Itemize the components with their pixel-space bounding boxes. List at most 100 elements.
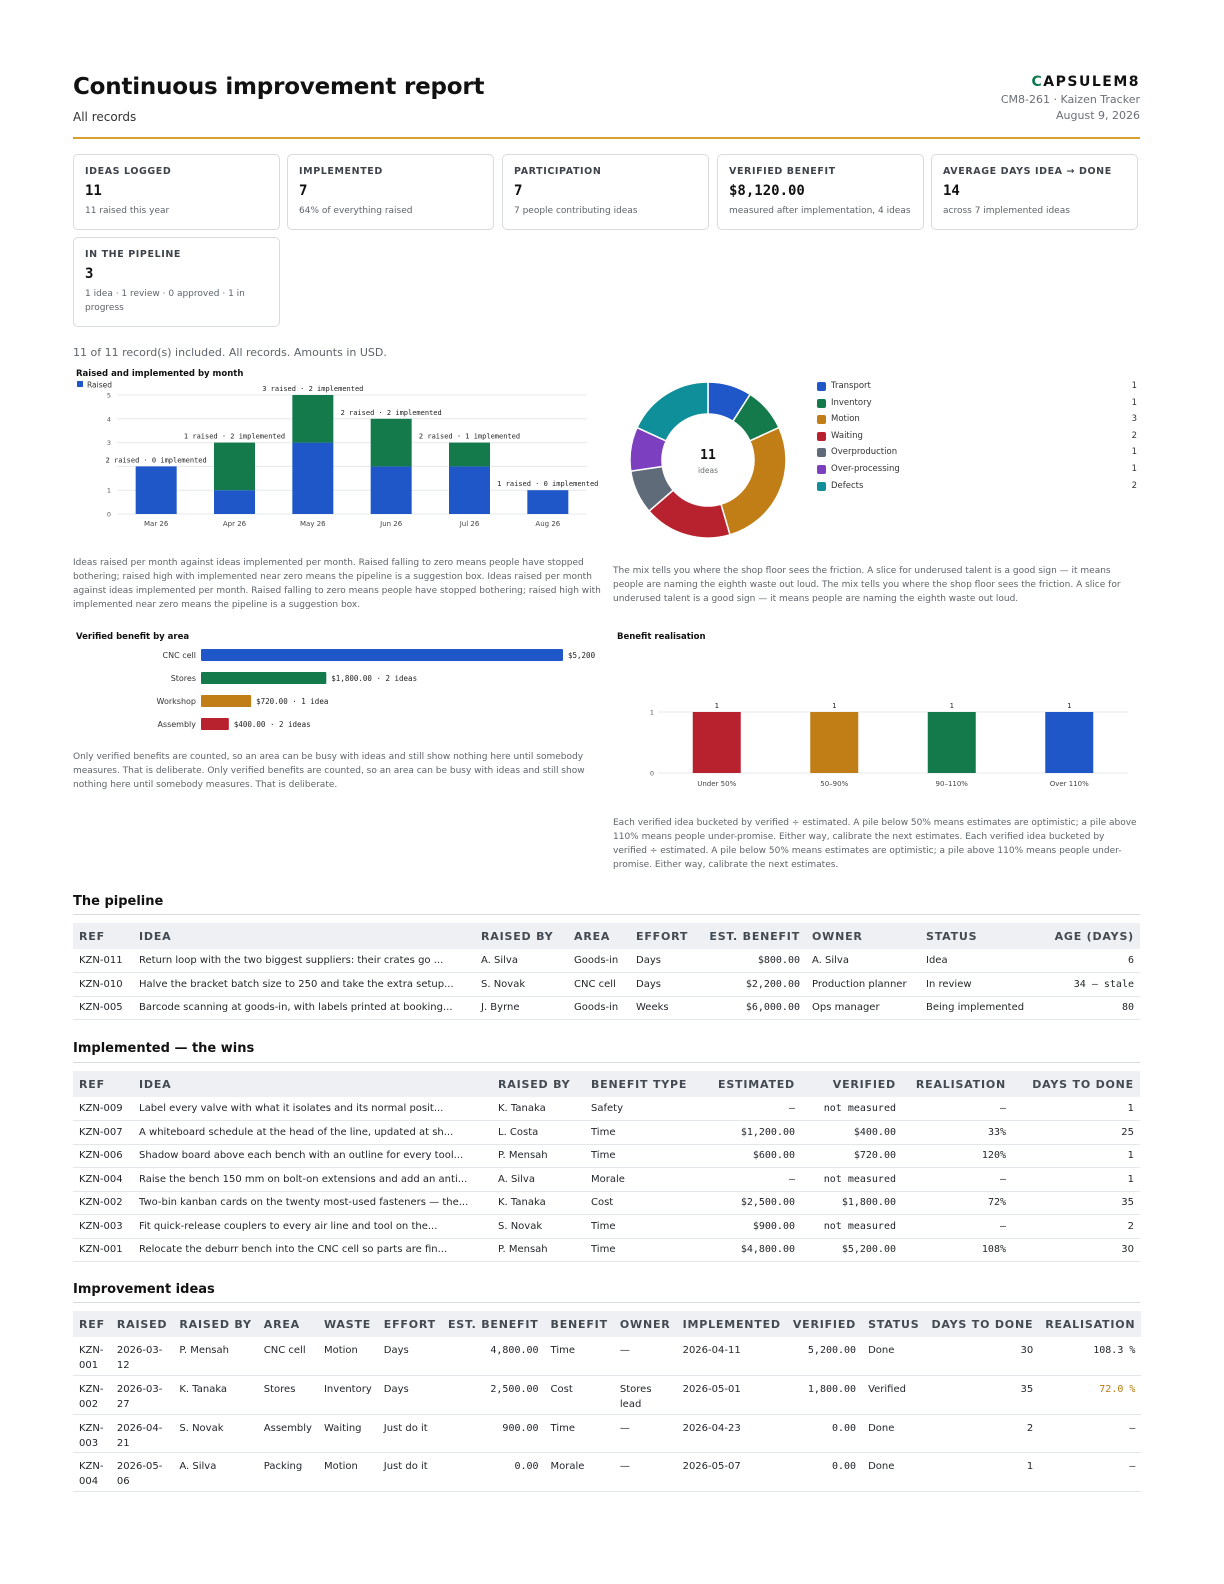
legend-count: 2 [1131,430,1137,441]
column-header-realisation: REALISATION [902,1071,1012,1097]
legend-item-inventory: Inventory 1 [817,397,1137,411]
cell-waste: Motion [317,1452,378,1492]
table-row: KZN-003 2026-04-21 S. Novak Assembly Waiting… [73,1414,1142,1453]
kpi-note: 1 idea · 1 review · 0 approved · 1 in pr… [85,289,245,313]
cell-ref: KZN-011 [73,949,133,973]
cell-verified: 0.00 [786,1414,863,1453]
legend-count: 1 [1131,381,1137,391]
benefit-realisation-chart: Benefit realisation 0 1 1 Under 50% 1 50–90%… [617,632,1128,788]
table-row: KZN-002 Two-bin kanban cards on the twent… [73,1191,1140,1215]
table-row: KZN-004 Raise the bench 150 mm on bolt-on… [73,1167,1140,1192]
cell-status: Idea [920,949,1038,973]
cell-owner: A. Silva [806,949,920,973]
area-label: CNC cell [163,651,196,660]
cell-raised: 2026-03-12 [110,1337,174,1376]
cell-age-days: 6 [1038,949,1140,973]
area-label: Assembly [157,720,196,729]
legend-label: Defects [831,480,864,491]
kpi-card-average-days: AVERAGE DAYS IDEA → DONE 14 across 7 imp… [931,154,1138,230]
data-label: 3 raised · 2 implemented [262,385,363,393]
column-header-raised: RAISED [110,1311,174,1337]
cell-est-benefit: 4,800.00 [441,1337,545,1376]
cell-ref: KZN-001 [73,1337,111,1376]
cell-owner: Production planner [806,972,920,997]
kpi-label: IDEAS LOGGED [85,166,172,177]
kpi-card-ideas-logged: IDEAS LOGGED 11 11 raised this year [73,154,280,230]
cell-ref: KZN-003 [73,1214,133,1239]
legend-count: 1 [1131,397,1137,408]
cell-implemented: 2026-05-07 [676,1452,787,1492]
column-header-ref: REF [73,1071,133,1097]
realisation-caption: Each verified idea bucketed by verified … [613,818,1137,870]
cell-ref: KZN-001 [73,1238,133,1262]
cell-realisation: 108.3 % [1039,1337,1142,1376]
area-caption: Only verified benefits are counted, so a… [73,752,585,790]
bar-segment-raised [527,490,569,514]
cell-raised-by: P. Mensah [173,1337,258,1376]
column-header-waste: WASTE [317,1311,378,1337]
cell-verified: $5,200.00 [801,1238,902,1262]
report-date: August 9, 2026 [1056,109,1140,122]
cell-idea: Barcode scanning at goods-in, with label… [133,996,475,1020]
cell-ref: KZN-006 [73,1144,133,1168]
cell-raised-by: A. Silva [475,949,568,973]
cell-raised-by: P. Mensah [492,1238,585,1262]
bar-segment-implemented [292,395,334,443]
cell-area: Goods-in [568,949,630,973]
cell-ref: KZN-007 [73,1120,133,1145]
data-label: 1 [1067,702,1071,710]
donut-slice-defects [636,381,709,442]
section-divider [73,914,1140,915]
cell-age-days: 34 — stale [1038,972,1140,997]
column-header-idea: IDEA [133,1071,492,1097]
page-subtitle: All records [73,110,137,124]
column-header-effort: EFFORT [377,1311,442,1337]
cell-raised-by: J. Byrne [475,996,568,1020]
cell-verified: not measured [801,1214,902,1239]
cell-raised-by: A. Silva [492,1167,585,1192]
cell-estimated: $600.00 [697,1144,801,1168]
cell-raised-by: S. Novak [492,1214,585,1239]
cell-status: Done [862,1452,926,1492]
cell-ref: KZN-005 [73,996,133,1020]
cell-waste: Inventory [317,1375,378,1415]
cell-idea: Relocate the deburr bench into the CNC c… [133,1238,492,1262]
legend-label: Raised [87,381,112,390]
cell-ref: KZN-004 [73,1452,111,1492]
cell-est-benefit: 900.00 [441,1414,545,1453]
kpi-card-participation: PARTICIPATION 7 7 people contributing id… [502,154,709,230]
cell-effort: Days [630,972,702,997]
cell-idea: Shadow board above each bench with an ou… [133,1144,492,1168]
monthly-chart: Raised and implemented by month Raised 0… [76,369,598,528]
cell-realisation: — [1039,1414,1142,1453]
x-tick-label: Over 110% [1050,780,1089,788]
cell-area: CNC cell [257,1337,318,1376]
y-tick-label: 0 [107,511,111,519]
legend-swatch [817,465,826,474]
x-tick-label: 90–110% [936,780,969,788]
cell-est-benefit: $800.00 [702,949,806,973]
legend-count: 1 [1131,464,1137,474]
pipeline-section-title: The pipeline [73,894,164,909]
data-label: 1 raised · 0 implemented [497,480,598,488]
benefit-by-area-chart: Verified benefit by area CNC cell $5,200 S… [76,632,596,730]
table-row: KZN-001 Relocate the deburr bench into th… [73,1238,1140,1262]
column-header-benefit: BENEFIT [544,1311,614,1337]
kpi-label: IN THE PIPELINE [85,249,181,260]
column-header-verified: VERIFIED [801,1071,902,1097]
cell-benefit: Time [544,1414,614,1453]
bar-segment-raised [292,442,334,514]
cell-benefit: Time [544,1337,614,1376]
data-label: 1 raised · 2 implemented [184,433,285,441]
y-tick-label: 4 [107,415,111,423]
kpi-label: PARTICIPATION [514,166,602,177]
cell-effort: Days [377,1375,442,1415]
cell-benefit-type: Time [585,1120,697,1145]
area-bar-cnc-cell [201,649,563,661]
legend-count: 3 [1131,414,1137,425]
cell-idea: Two-bin kanban cards on the twenty most-… [133,1191,492,1215]
cell-verified: $400.00 [801,1120,902,1145]
x-tick-label: Mar 26 [144,520,169,528]
y-tick-label: 1 [650,709,654,717]
cell-ref: KZN-002 [73,1191,133,1215]
